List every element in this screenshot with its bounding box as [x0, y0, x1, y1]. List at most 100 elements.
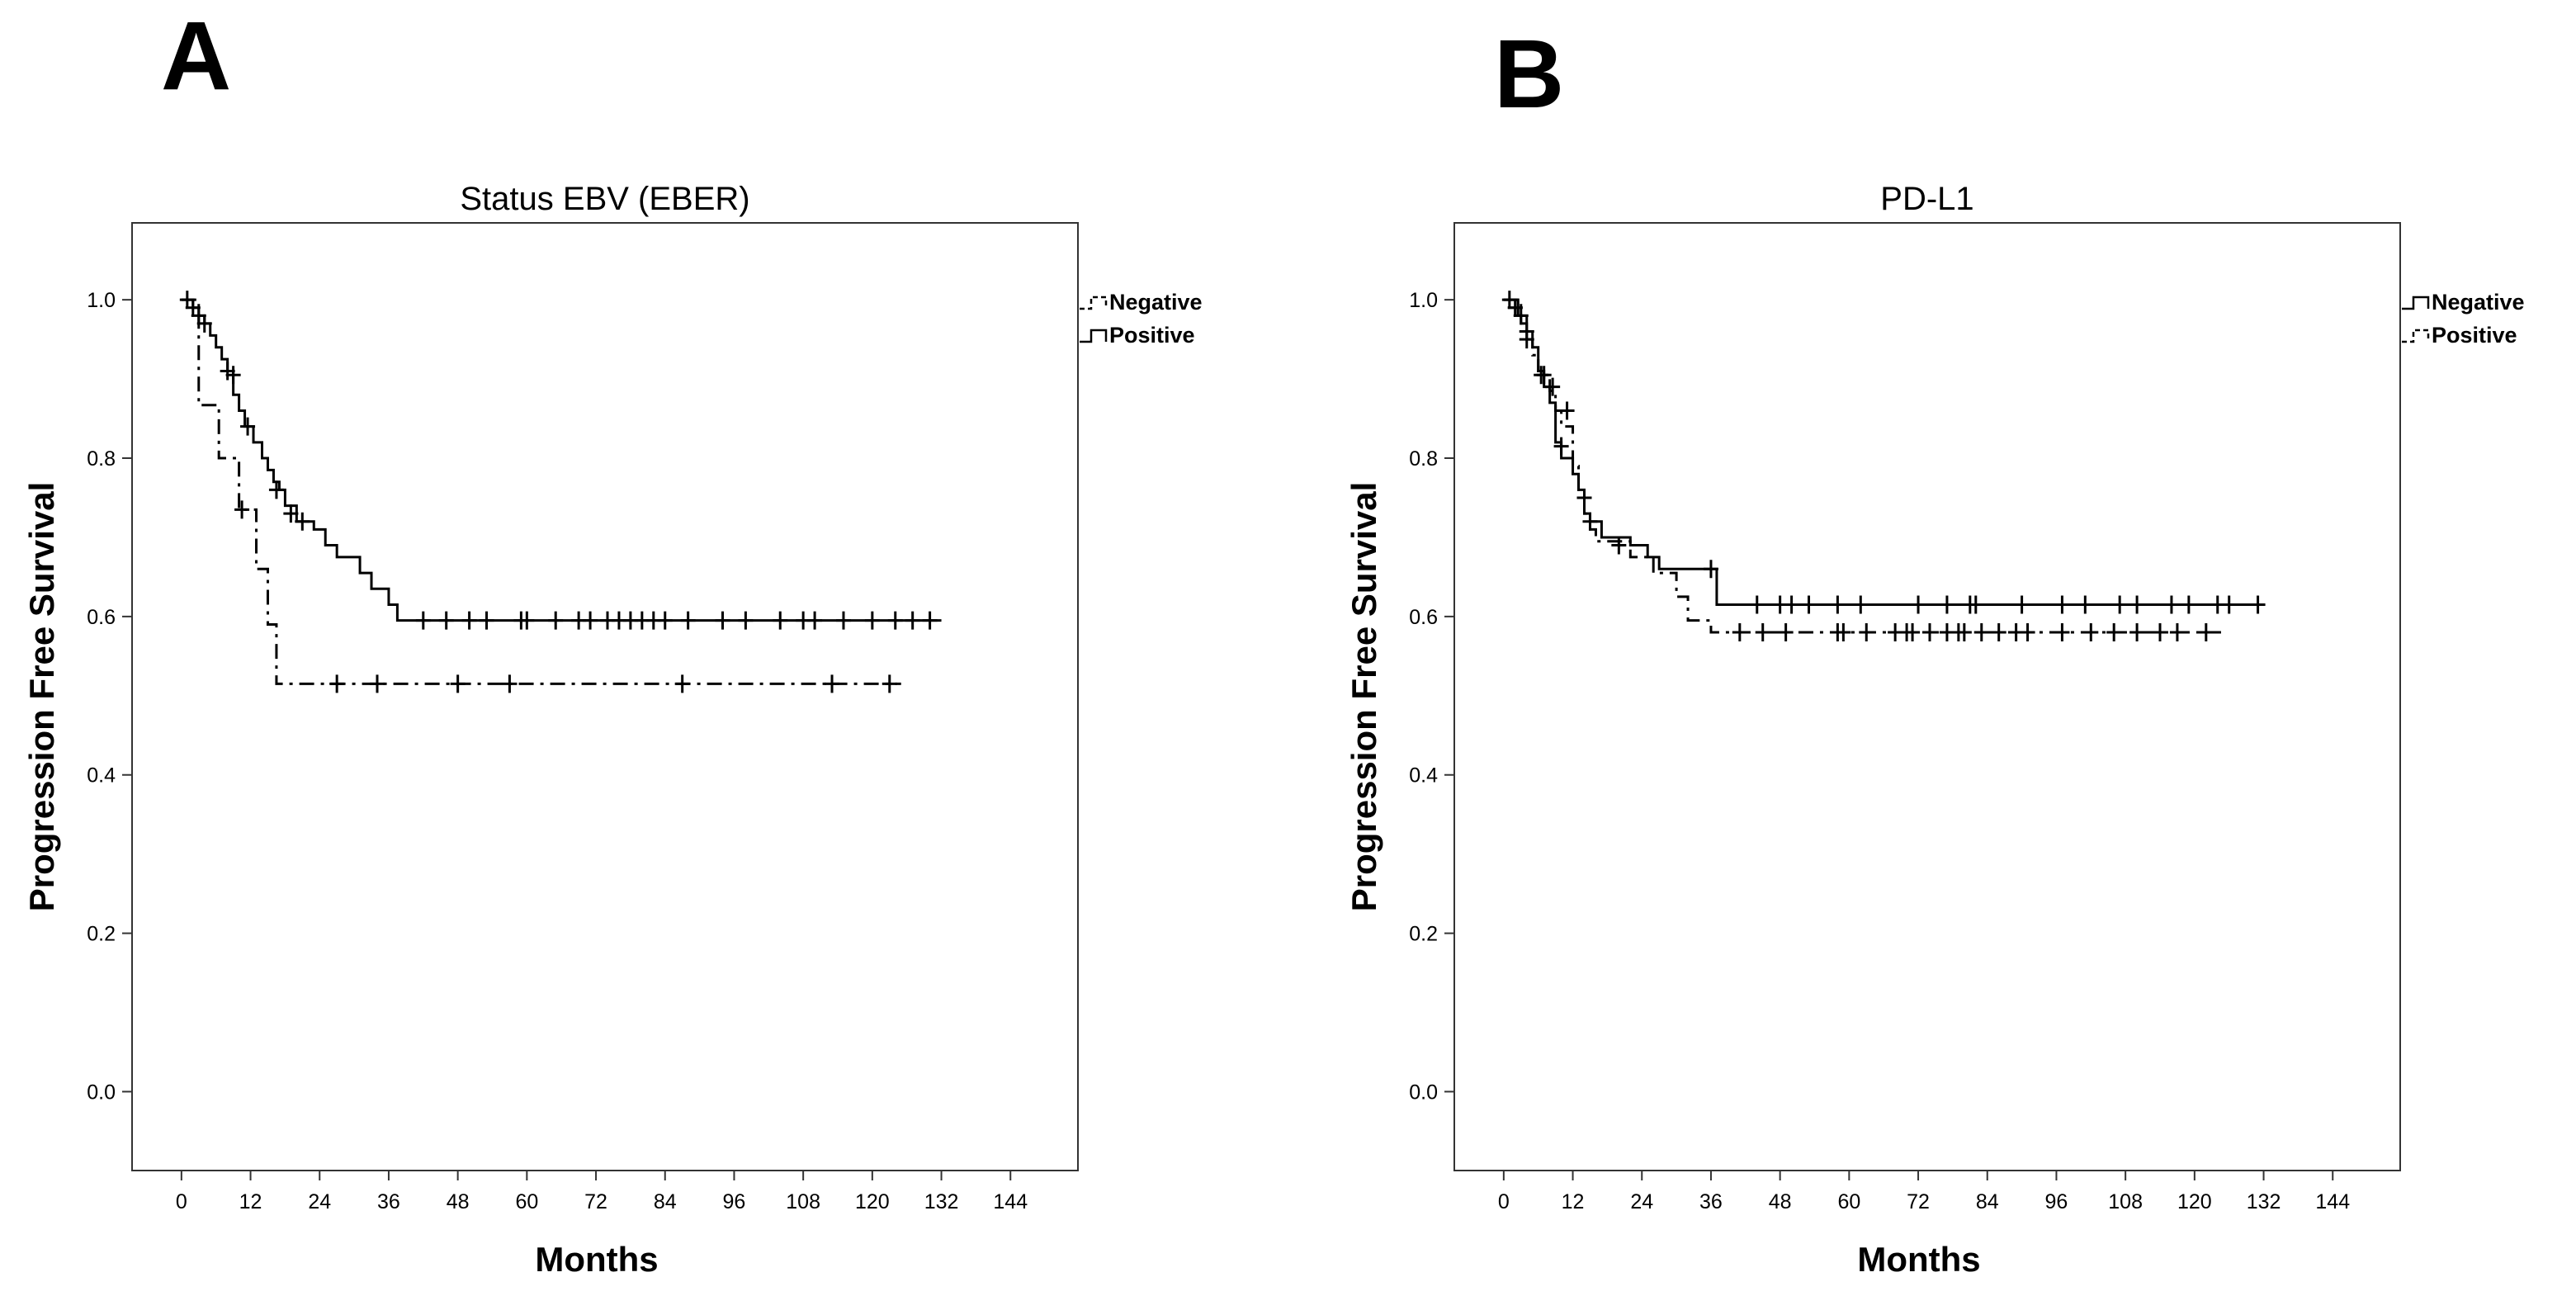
censor-mark-positive: [1859, 623, 1874, 642]
censor-mark-positive: [1836, 623, 1851, 642]
censor-mark-positive: [922, 611, 938, 630]
censor-mark-positive: [657, 611, 673, 630]
censor-mark-positive: [773, 611, 788, 630]
censor-mark-negative: [1968, 595, 1983, 614]
censor-mark-positive: [1582, 512, 1598, 531]
censor-mark-positive: [835, 611, 851, 630]
x-tick-label: 84: [1976, 1190, 1999, 1213]
censor-mark-negative: [2014, 595, 2030, 614]
censor-mark-positive: [2169, 623, 2185, 642]
censor-mark-positive: [1778, 623, 1794, 642]
censor-mark-positive: [479, 611, 494, 630]
y-axis-label: Progression Free Survival: [1345, 482, 1383, 912]
x-tick-label: 144: [2315, 1190, 2350, 1213]
censor-mark-negative: [2221, 595, 2237, 614]
censor-mark-negative: [2054, 595, 2070, 614]
censor-mark-positive: [438, 611, 454, 630]
x-tick-label: 24: [1630, 1190, 1653, 1213]
x-tick-label: 60: [1837, 1190, 1860, 1213]
censor-mark-positive: [680, 611, 696, 630]
x-tick-label: 12: [1562, 1190, 1585, 1213]
chart-title: Status EBV (EBER): [460, 181, 749, 217]
censor-mark-negative: [1830, 595, 1846, 614]
chart-panel-a: A Status EBV (EBER) 0 12 24 36 48 60 72 84 96 108 12…: [22, 2, 1203, 1279]
x-tick-label: 24: [308, 1190, 331, 1213]
censor-mark-positive: [583, 611, 598, 630]
y-tick-label: 0.2: [1409, 923, 1438, 946]
censor-mark-positive: [1973, 623, 1989, 642]
y-tick-label: 0.4: [1409, 764, 1438, 788]
chart-title: PD-L1: [1880, 181, 1973, 217]
censor-mark-positive: [225, 366, 241, 385]
censor-mark-positive: [2198, 623, 2214, 642]
censor-mark-positive: [1905, 623, 1921, 642]
plot-frame: [1453, 222, 2401, 1171]
censor-mark-negative: [2129, 595, 2145, 614]
y-tick-label: 0.8: [1409, 447, 1438, 471]
plot-frame: [131, 222, 1079, 1171]
censor-mark-positive: [905, 611, 920, 630]
series-line-negative: [181, 298, 901, 685]
x-tick-label: 0: [1498, 1190, 1510, 1213]
censor-mark-positive: [2020, 623, 2035, 642]
y-tick-label: 0.2: [87, 923, 116, 946]
x-tick-label: 12: [239, 1190, 262, 1213]
censor-mark-positive: [268, 480, 284, 499]
censor-mark-positive: [807, 611, 823, 630]
legend-label-negative: Negative: [1109, 290, 1203, 315]
y-tick-label: 0.0: [1409, 1081, 1438, 1104]
x-tick-label: 72: [584, 1190, 607, 1213]
censor-mark-negative: [1553, 437, 1569, 456]
legend-label-positive: Positive: [2432, 323, 2517, 348]
censor-mark-negative: [450, 674, 466, 693]
censor-mark-negative: [2077, 595, 2093, 614]
x-axis-label: Months: [1857, 1240, 1980, 1279]
censor-mark-negative: [674, 674, 690, 693]
censor-mark-positive: [283, 504, 299, 523]
x-tick-label: 120: [2177, 1190, 2212, 1213]
x-tick-label: 132: [924, 1190, 959, 1213]
y-tick-label: 0.6: [87, 606, 116, 629]
censor-mark-positive: [2106, 623, 2122, 642]
censor-mark-positive: [738, 611, 754, 630]
x-tick-label: 48: [1769, 1190, 1792, 1213]
y-tick-label: 0.0: [87, 1081, 116, 1104]
legend-label-positive: Positive: [1109, 323, 1195, 348]
censor-mark-negative: [1801, 595, 1817, 614]
censor-mark-positive: [887, 611, 903, 630]
censor-mark-negative: [1911, 595, 1926, 614]
x-tick-label: 60: [515, 1190, 538, 1213]
x-tick-label: 120: [855, 1190, 890, 1213]
censor-mark-positive: [1545, 377, 1561, 396]
censor-mark-negative: [1939, 595, 1954, 614]
censor-mark-positive: [1922, 623, 1937, 642]
panel-letter: A: [161, 2, 231, 111]
censor-mark-negative: [370, 674, 385, 693]
x-tick-label: 36: [377, 1190, 400, 1213]
y-tick-label: 1.0: [87, 289, 116, 312]
censor-mark-positive: [1507, 298, 1523, 317]
censor-mark-positive: [2129, 623, 2145, 642]
x-tick-label: 144: [993, 1190, 1028, 1213]
legend-swatch-positive: [2402, 329, 2430, 343]
x-tick-label: 96: [723, 1190, 746, 1213]
censor-mark-positive: [1991, 623, 2006, 642]
censor-mark-negative: [2181, 595, 2196, 614]
censor-mark-positive: [2153, 623, 2167, 642]
censor-mark-positive: [415, 611, 431, 630]
legend-swatch-positive: [1080, 329, 1108, 343]
x-tick-label: 108: [786, 1190, 820, 1213]
censor-mark-negative: [2163, 595, 2179, 614]
x-tick-label: 84: [654, 1190, 677, 1213]
censor-mark-negative: [329, 674, 345, 693]
censor-mark-positive: [1534, 366, 1549, 385]
censor-mark-positive: [1956, 623, 1972, 642]
censor-mark-positive: [461, 611, 477, 630]
censor-mark-negative: [1749, 595, 1765, 614]
legend-swatch-negative: [1080, 296, 1108, 310]
y-tick-label: 0.6: [1409, 606, 1438, 629]
y-tick-label: 1.0: [1409, 289, 1438, 312]
x-tick-label: 132: [2247, 1190, 2281, 1213]
y-axis-label: Progression Free Survival: [22, 482, 61, 912]
